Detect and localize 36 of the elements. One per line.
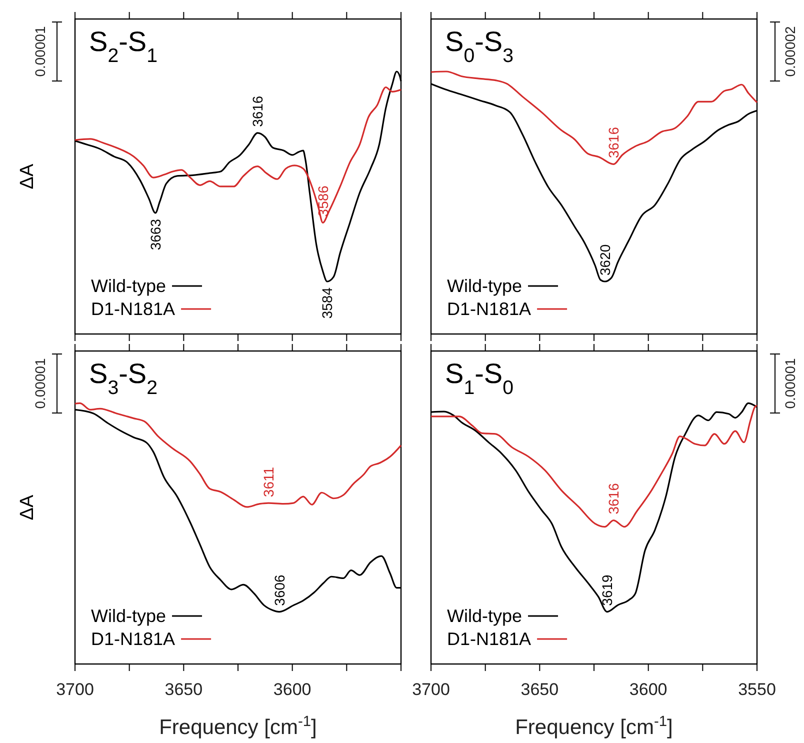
x-tick-label: 3700	[56, 680, 94, 700]
chart-title: S$_{0}$-S$_{3}$	[445, 26, 514, 67]
x-axis-title: Frequency [cm$^{-1}$]	[159, 714, 317, 739]
legend-label: Wild-type	[447, 606, 522, 626]
x-tick-label: 3700	[412, 680, 450, 700]
text: 0.00001	[782, 358, 798, 409]
legend-label: D1-N181A	[91, 299, 176, 319]
text: 0.00002	[782, 26, 798, 77]
annotation: 3606	[271, 574, 288, 606]
legend-label: D1-N181A	[447, 299, 532, 319]
chart-title: S$_{2}$-S$_{1}$	[89, 26, 158, 67]
annotation: 3619	[599, 574, 616, 606]
text: 0.00001	[32, 358, 48, 409]
y-axis-title: ΔA	[17, 163, 38, 190]
legend-label: Wild-type	[91, 276, 166, 296]
x-tick-label: 3650	[164, 680, 203, 700]
y-axis-title: ΔA	[17, 494, 38, 520]
annotation: 3620	[596, 244, 613, 276]
x-tick-label: 3600	[273, 680, 312, 700]
annotation: 3616	[606, 482, 622, 514]
x-tick-label: 3550	[738, 680, 776, 700]
annotation: 3611	[260, 466, 276, 498]
chart-title: S$_{1}$-S$_{0}$	[445, 358, 514, 399]
annotation: 3616	[250, 96, 266, 127]
x-axis-title: Frequency [cm$^{-1}$]	[515, 714, 673, 739]
x-tick-label: 3650	[520, 680, 559, 700]
legend-label: Wild-type	[91, 606, 166, 626]
annotation: 3616	[606, 126, 622, 158]
x-tick-label: 3600	[629, 680, 668, 700]
legend-label: D1-N181A	[447, 629, 532, 649]
annotation: 3663	[147, 218, 164, 250]
text: 0.00001	[32, 26, 48, 77]
legend-label: D1-N181A	[91, 629, 176, 649]
chart-title: S$_{3}$-S$_{2}$	[89, 358, 158, 399]
annotation: 3584	[319, 287, 336, 319]
legend-label: Wild-type	[447, 276, 522, 296]
